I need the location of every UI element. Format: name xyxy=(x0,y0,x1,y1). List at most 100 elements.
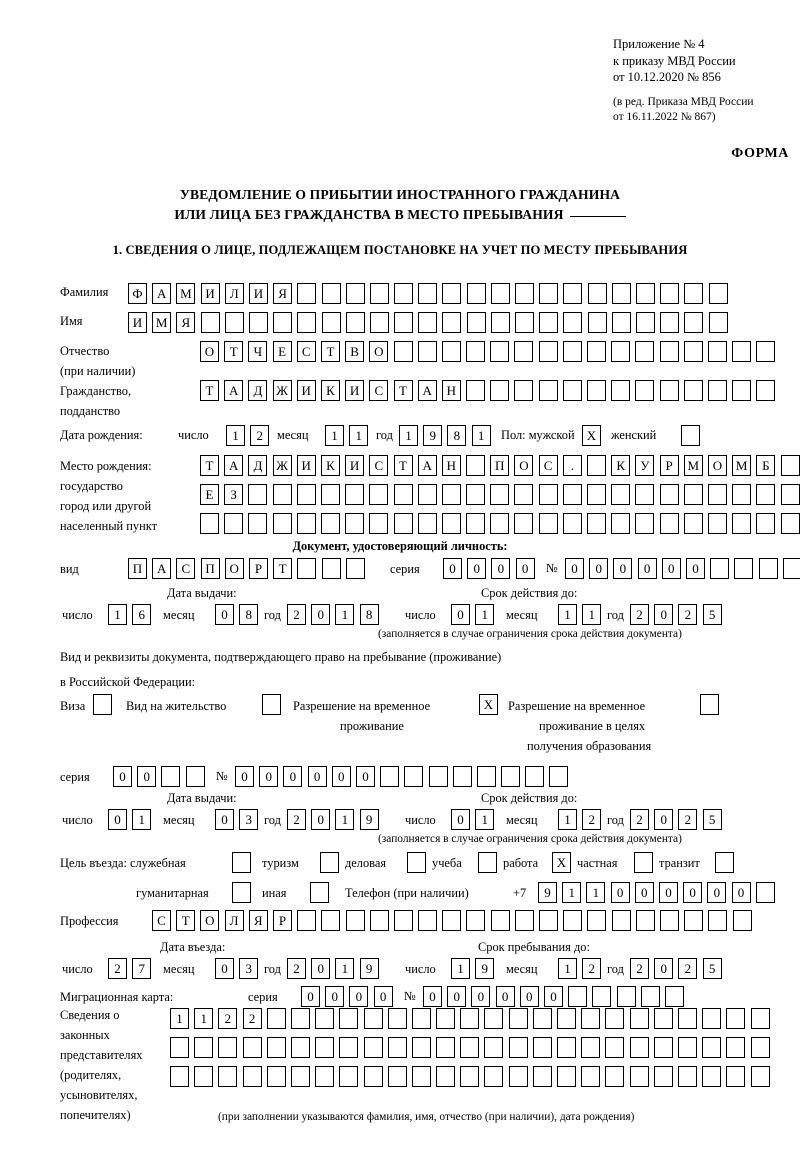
surname-cell-9[interactable] xyxy=(321,283,341,304)
legal-rep-1-cell-19[interactable] xyxy=(605,1008,625,1029)
birth-place-2-cell-19[interactable] xyxy=(635,484,655,505)
phone-cell-3[interactable]: 1 xyxy=(586,882,606,903)
legal-rep-2-cell-2[interactable] xyxy=(194,1037,214,1058)
doc-number-cell-4[interactable]: 0 xyxy=(637,558,657,579)
mig-number-cell-6[interactable]: 0 xyxy=(543,986,563,1007)
doc-issue-year-cell-3[interactable]: 1 xyxy=(335,604,355,625)
legal-rep-3-cell-11[interactable] xyxy=(411,1066,431,1087)
permit-series-cell-1[interactable]: 0 xyxy=(113,766,132,787)
birth-place-3-cell-18[interactable] xyxy=(611,513,631,534)
doc-number-cell-8[interactable] xyxy=(734,558,754,579)
name-cell-4[interactable] xyxy=(200,312,220,333)
legal-rep-1-cell-17[interactable] xyxy=(557,1008,576,1029)
phone-cell-8[interactable]: 0 xyxy=(707,882,727,903)
profession-cell-6[interactable]: Р xyxy=(272,910,292,931)
birth-place-2-cell-9[interactable] xyxy=(393,484,413,505)
legal-rep-1-cell-23[interactable] xyxy=(702,1008,722,1029)
doc-number-cell-7[interactable] xyxy=(710,558,730,579)
doc-number-cell-10[interactable] xyxy=(782,558,800,579)
permit-number-cell-6[interactable]: 0 xyxy=(355,766,375,787)
patronymic-cell-17[interactable] xyxy=(587,341,606,362)
birth-place-2-cell-15[interactable] xyxy=(538,484,558,505)
mig-number-cell-3[interactable]: 0 xyxy=(471,986,491,1007)
legal-rep-1-cell-25[interactable] xyxy=(750,1008,770,1029)
legal-rep-3-cell-5[interactable] xyxy=(266,1066,286,1087)
legal-rep-3-cell-2[interactable] xyxy=(194,1066,214,1087)
name-cell-14[interactable] xyxy=(442,312,462,333)
profession-cell-12[interactable] xyxy=(418,910,438,931)
birth-place-3-cell-3[interactable] xyxy=(248,513,268,534)
name-cell-22[interactable] xyxy=(635,312,655,333)
profession-cell-20[interactable] xyxy=(611,910,631,931)
profession-cell-15[interactable] xyxy=(490,910,510,931)
doc-number-cell-6[interactable]: 0 xyxy=(685,558,705,579)
permit-issue-month-cell-1[interactable]: 0 xyxy=(215,809,234,830)
name-cell-10[interactable] xyxy=(345,312,365,333)
permit-issue-year-cell-1[interactable]: 2 xyxy=(287,809,306,830)
birth-place-2-cell-6[interactable] xyxy=(320,484,340,505)
name-cell-9[interactable] xyxy=(321,312,341,333)
citizenship-cell-2[interactable]: А xyxy=(224,380,244,401)
mig-number-cell-4[interactable]: 0 xyxy=(495,986,515,1007)
birth-place-2-cell-22[interactable] xyxy=(707,484,727,505)
permit-series-cell-3[interactable] xyxy=(161,766,181,787)
citizenship-cell-12[interactable] xyxy=(466,380,486,401)
doc-kind-cell-5[interactable]: О xyxy=(224,558,244,579)
birth-place-3-cell-17[interactable] xyxy=(587,513,606,534)
surname-cell-24[interactable] xyxy=(684,283,704,304)
surname-cell-1[interactable]: Ф xyxy=(128,283,147,304)
birth-place-3-cell-22[interactable] xyxy=(707,513,727,534)
legal-rep-row-3[interactable] xyxy=(170,1066,770,1087)
patronymic-cell-13[interactable] xyxy=(490,341,510,362)
permit-valid-month-cell-1[interactable]: 1 xyxy=(558,809,577,830)
birth-month-cell-1[interactable]: 1 xyxy=(325,425,344,446)
legal-rep-1-cell-1[interactable]: 1 xyxy=(170,1008,189,1029)
doc-series-cell-3[interactable]: 0 xyxy=(491,558,511,579)
citizenship-cell-22[interactable] xyxy=(707,380,727,401)
legal-rep-1-cell-5[interactable] xyxy=(266,1008,286,1029)
permit-issue-month-cell-2[interactable]: 3 xyxy=(239,809,259,830)
citizenship-cell-23[interactable] xyxy=(732,380,752,401)
legal-rep-3-cell-25[interactable] xyxy=(750,1066,770,1087)
legal-rep-1-cell-10[interactable] xyxy=(387,1008,407,1029)
patronymic-cell-18[interactable] xyxy=(611,341,631,362)
birth-place-2-cell-17[interactable] xyxy=(587,484,606,505)
doc-valid-day-cell-2[interactable]: 1 xyxy=(475,604,495,625)
profession-cell-10[interactable] xyxy=(369,910,389,931)
stay-day-cell-1[interactable]: 1 xyxy=(451,958,470,979)
profession-cell-3[interactable]: О xyxy=(200,910,220,931)
entry-month-cell-2[interactable]: 3 xyxy=(239,958,259,979)
patronymic-cell-4[interactable]: Е xyxy=(272,341,292,362)
name-cell-16[interactable] xyxy=(490,312,510,333)
birth-place-1-cell-7[interactable]: И xyxy=(345,455,365,476)
legal-rep-1-cell-4[interactable]: 2 xyxy=(242,1008,262,1029)
checkbox-purpose-official[interactable] xyxy=(232,852,251,873)
legal-rep-1-cell-8[interactable] xyxy=(339,1008,359,1029)
doc-number-cell-5[interactable]: 0 xyxy=(661,558,681,579)
legal-rep-2-cell-19[interactable] xyxy=(605,1037,625,1058)
citizenship-cell-21[interactable] xyxy=(683,380,703,401)
birth-place-3-cell-12[interactable] xyxy=(466,513,486,534)
mig-number-cell-8[interactable] xyxy=(592,986,612,1007)
checkbox-purpose-private[interactable] xyxy=(634,852,653,873)
birth-place-3-cell-2[interactable] xyxy=(224,513,244,534)
checkbox-purpose-study[interactable] xyxy=(478,852,497,873)
surname-cell-15[interactable] xyxy=(466,283,486,304)
mig-number-cell-10[interactable] xyxy=(640,986,660,1007)
patronymic-cell-24[interactable] xyxy=(756,341,776,362)
checkbox-purpose-business[interactable] xyxy=(407,852,426,873)
birth-place-3-cell-24[interactable] xyxy=(756,513,776,534)
birth-place-2-cell-1[interactable]: Е xyxy=(200,484,219,505)
permit-valid-year-cell-3[interactable]: 2 xyxy=(678,809,698,830)
